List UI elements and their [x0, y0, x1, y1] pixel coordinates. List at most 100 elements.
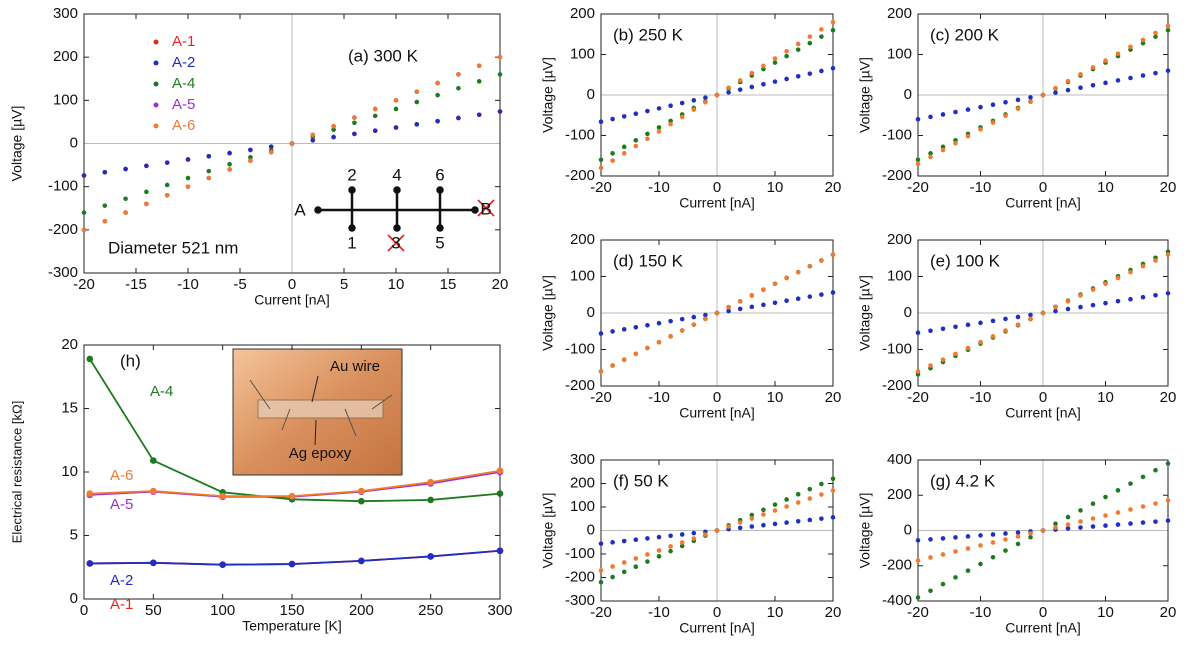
legend-marker: [153, 81, 159, 87]
data-point: [1140, 73, 1146, 78]
data-point: [1140, 474, 1146, 480]
data-point: [1103, 300, 1108, 306]
data-point: [645, 345, 650, 351]
data-point: [714, 310, 720, 316]
annotation: Au wire: [330, 358, 380, 375]
data-point: [703, 532, 708, 537]
legend-marker: [153, 123, 159, 129]
x-tick-label: 20: [1160, 179, 1177, 196]
data-point: [1140, 40, 1146, 46]
data-point: [1128, 507, 1133, 512]
data-point: [772, 60, 778, 65]
data-point: [703, 316, 708, 322]
data-point: [1140, 294, 1146, 300]
y-tick-label: -200: [565, 167, 595, 184]
data-point: [965, 546, 971, 551]
plot-frame: [917, 239, 1169, 387]
data-point: [784, 48, 789, 54]
x-tick-label: 5: [340, 276, 348, 293]
x-tick-label: 15: [440, 276, 457, 293]
data-point: [668, 318, 673, 324]
data-point: [150, 457, 157, 464]
legend-marker: [153, 102, 159, 108]
data-point: [1140, 263, 1146, 269]
data-point: [915, 161, 921, 167]
data-point: [978, 543, 983, 548]
data-point: [953, 535, 958, 540]
data-point: [691, 98, 697, 103]
data-point: [807, 34, 813, 39]
y-tick-label: -100: [565, 545, 595, 562]
data-point: [1003, 328, 1008, 333]
data-point: [633, 351, 639, 357]
data-point: [668, 533, 673, 539]
data-point: [1003, 537, 1008, 542]
data-point: [1090, 524, 1096, 529]
y-tick-label: 200: [570, 5, 595, 22]
y-tick-label: 10: [61, 463, 78, 480]
data-point: [621, 538, 627, 544]
x-tick-label: 0: [1039, 389, 1047, 406]
data-point: [352, 131, 357, 137]
data-point: [248, 158, 253, 164]
y-tick-label: 0: [70, 590, 78, 607]
y-tick-label: -300: [565, 592, 595, 609]
data-point: [610, 540, 615, 545]
data-point: [749, 304, 755, 310]
y-tick-label: 200: [887, 231, 912, 248]
data-point: [807, 71, 813, 76]
data-point: [772, 508, 778, 513]
data-point: [656, 548, 662, 553]
data-point: [830, 515, 836, 520]
data-point: [940, 112, 946, 117]
y-tick-label: 0: [587, 304, 595, 321]
data-point: [393, 98, 399, 103]
legend-marker: [153, 39, 159, 45]
y-axis-label: Voltage [µV]: [540, 57, 556, 133]
data-point: [1103, 58, 1108, 63]
data-point: [1065, 514, 1071, 520]
data-point: [645, 559, 650, 564]
data-point: [81, 227, 87, 233]
data-point: [372, 128, 378, 134]
data-point: [1090, 287, 1096, 292]
data-point: [761, 512, 766, 517]
data-point: [761, 302, 766, 308]
data-point: [372, 106, 378, 112]
y-tick-label: 100: [570, 45, 595, 62]
panel-title: (a) 300 K: [348, 46, 419, 65]
x-axis-label: Current [nA]: [679, 405, 754, 421]
data-point: [610, 574, 615, 580]
data-point: [978, 533, 983, 538]
data-point: [645, 552, 650, 557]
y-tick-label: -200: [882, 167, 912, 184]
x-axis-label: Current [nA]: [679, 195, 754, 211]
data-point: [772, 79, 778, 84]
data-point: [598, 165, 604, 171]
data-point: [928, 151, 933, 156]
data-point: [1165, 252, 1171, 257]
x-tick-label: 20: [825, 389, 842, 406]
y-axis-label: Voltage [µV]: [857, 275, 873, 351]
x-tick-label: -10: [648, 389, 670, 406]
x-tick-label: 300: [487, 602, 512, 619]
data-point: [990, 334, 996, 339]
panel-title: (c) 200 K: [930, 25, 1000, 44]
data-point: [598, 119, 604, 125]
y-tick-label: 100: [570, 498, 595, 515]
data-point: [668, 103, 673, 108]
data-point: [940, 536, 946, 541]
plot-frame: [600, 239, 834, 387]
data-point: [414, 99, 420, 105]
data-point: [598, 331, 604, 336]
panel-title: (d) 150 K: [613, 251, 684, 270]
data-point: [940, 552, 946, 557]
data-point: [1065, 78, 1071, 84]
y-tick-label: 0: [587, 521, 595, 538]
data-point: [819, 27, 824, 32]
data-point: [965, 568, 971, 573]
annotation: 6: [435, 165, 444, 184]
data-point: [621, 144, 627, 150]
data-point: [749, 516, 755, 521]
